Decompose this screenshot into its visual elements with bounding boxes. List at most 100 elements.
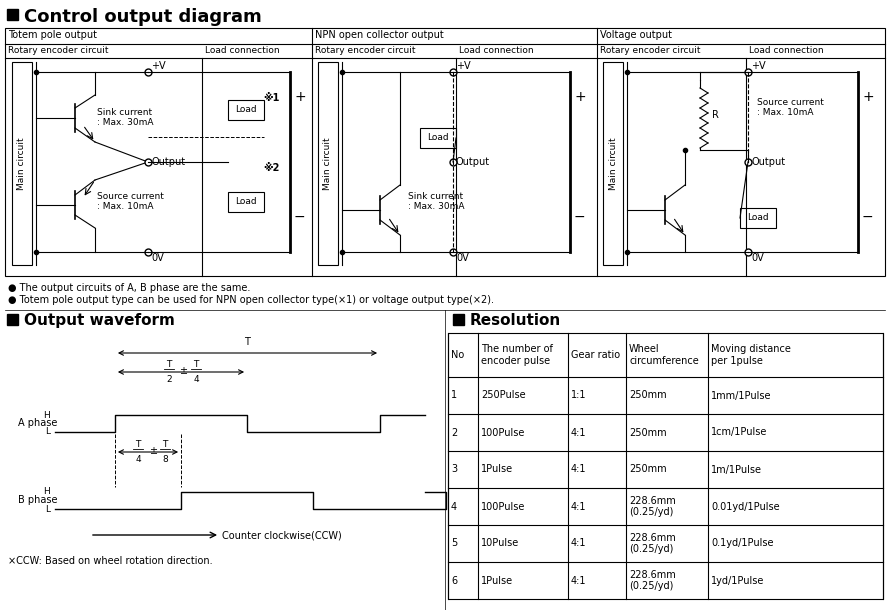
Text: : Max. 10mA: : Max. 10mA (97, 202, 153, 211)
Text: 1: 1 (451, 390, 457, 401)
Text: ±: ± (149, 446, 157, 456)
Text: B phase: B phase (18, 495, 58, 505)
Text: Load: Load (235, 198, 257, 207)
Text: 1mm/1Pulse: 1mm/1Pulse (711, 390, 772, 401)
Bar (7, 314, 18, 325)
Text: Source current: Source current (97, 192, 164, 201)
Text: R: R (712, 110, 719, 120)
Text: +V: +V (751, 61, 765, 71)
Text: Rotary encoder circuit: Rotary encoder circuit (8, 46, 109, 55)
Text: T: T (244, 337, 250, 347)
Text: Output: Output (151, 157, 185, 167)
Text: Voltage output: Voltage output (600, 30, 672, 40)
Bar (453, 314, 464, 325)
Text: ※1: ※1 (263, 93, 279, 103)
Text: T: T (166, 360, 172, 369)
Text: 2: 2 (166, 375, 172, 384)
Text: ● Totem pole output type can be used for NPN open collector type(×1) or voltage : ● Totem pole output type can be used for… (8, 295, 494, 305)
Text: Output: Output (456, 157, 490, 167)
Text: 1Pulse: 1Pulse (481, 464, 514, 475)
Text: 8: 8 (162, 455, 168, 464)
Text: 1Pulse: 1Pulse (481, 575, 514, 586)
Text: Main circuit: Main circuit (323, 137, 333, 190)
Text: 1:1: 1:1 (571, 390, 587, 401)
Bar (448, 333, 883, 599)
Text: +: + (574, 90, 586, 104)
Text: Load: Load (427, 134, 449, 143)
Text: 4:1: 4:1 (571, 501, 587, 512)
Bar (318, 62, 338, 265)
Bar (12, 62, 32, 265)
Text: Sink current: Sink current (408, 192, 463, 201)
Text: Load: Load (235, 106, 257, 115)
Text: +: + (862, 90, 874, 104)
Text: 100Pulse: 100Pulse (481, 428, 525, 437)
Text: −: − (294, 210, 305, 224)
Text: +V: +V (151, 61, 166, 71)
Text: Resolution: Resolution (470, 313, 562, 328)
Text: Rotary encoder circuit: Rotary encoder circuit (315, 46, 416, 55)
Text: NPN open collector output: NPN open collector output (315, 30, 444, 40)
Text: 5: 5 (451, 539, 457, 548)
Text: Output waveform: Output waveform (24, 313, 174, 328)
Text: No: No (451, 350, 465, 360)
Text: Rotary encoder circuit: Rotary encoder circuit (600, 46, 700, 55)
Text: Wheel
circumference: Wheel circumference (629, 344, 699, 366)
Text: +V: +V (456, 61, 471, 71)
Text: 4:1: 4:1 (571, 539, 587, 548)
Text: 4: 4 (193, 375, 198, 384)
Text: H: H (44, 487, 50, 497)
Text: 10Pulse: 10Pulse (481, 539, 519, 548)
Text: Gear ratio: Gear ratio (571, 350, 620, 360)
Text: 2: 2 (451, 428, 457, 437)
Text: Totem pole output: Totem pole output (8, 30, 97, 40)
Text: : Max. 30mA: : Max. 30mA (97, 118, 153, 127)
Text: : Max. 10mA: : Max. 10mA (757, 108, 813, 117)
Text: H: H (44, 411, 50, 420)
Text: L: L (45, 428, 50, 437)
Text: ※2: ※2 (263, 163, 279, 173)
Text: Load connection: Load connection (205, 46, 279, 55)
Text: T: T (135, 440, 141, 449)
Text: ● The output circuits of A, B phase are the same.: ● The output circuits of A, B phase are … (8, 283, 250, 293)
Text: Counter clockwise(CCW): Counter clockwise(CCW) (222, 530, 342, 540)
Text: 4:1: 4:1 (571, 464, 587, 475)
Bar (228, 192, 264, 212)
Text: 228.6mm
(0.25/yd): 228.6mm (0.25/yd) (629, 570, 676, 591)
Bar (7, 9, 18, 20)
Text: Output: Output (751, 157, 785, 167)
Text: The number of
encoder pulse: The number of encoder pulse (481, 344, 553, 366)
Text: Sink current: Sink current (97, 108, 152, 117)
Text: T: T (162, 440, 167, 449)
Text: Source current: Source current (757, 98, 824, 107)
Text: 0.1yd/1Pulse: 0.1yd/1Pulse (711, 539, 773, 548)
Text: 0V: 0V (151, 253, 164, 263)
Bar (228, 100, 264, 120)
Bar (603, 62, 623, 265)
Text: 3: 3 (451, 464, 457, 475)
Text: Load connection: Load connection (459, 46, 534, 55)
Text: : Max. 30mA: : Max. 30mA (408, 202, 465, 211)
Text: 4:1: 4:1 (571, 428, 587, 437)
Text: 250mm: 250mm (629, 428, 667, 437)
Text: 0.01yd/1Pulse: 0.01yd/1Pulse (711, 501, 780, 512)
Text: 4:1: 4:1 (571, 575, 587, 586)
Text: 250mm: 250mm (629, 464, 667, 475)
Text: 250mm: 250mm (629, 390, 667, 401)
Text: 6: 6 (451, 575, 457, 586)
Text: ×CCW: Based on wheel rotation direction.: ×CCW: Based on wheel rotation direction. (8, 556, 213, 566)
Text: Main circuit: Main circuit (609, 137, 618, 190)
Text: 0V: 0V (751, 253, 764, 263)
Text: 250Pulse: 250Pulse (481, 390, 526, 401)
Text: 228.6mm
(0.25/yd): 228.6mm (0.25/yd) (629, 496, 676, 517)
Text: Control output diagram: Control output diagram (24, 8, 262, 26)
Text: 228.6mm
(0.25/yd): 228.6mm (0.25/yd) (629, 533, 676, 554)
Text: 1cm/1Pulse: 1cm/1Pulse (711, 428, 767, 437)
Bar (420, 128, 456, 148)
Text: 4: 4 (451, 501, 457, 512)
Text: ±: ± (179, 366, 187, 376)
Text: Moving distance
per 1pulse: Moving distance per 1pulse (711, 344, 791, 366)
Text: Load connection: Load connection (749, 46, 823, 55)
Text: T: T (193, 360, 198, 369)
Bar (740, 208, 776, 228)
